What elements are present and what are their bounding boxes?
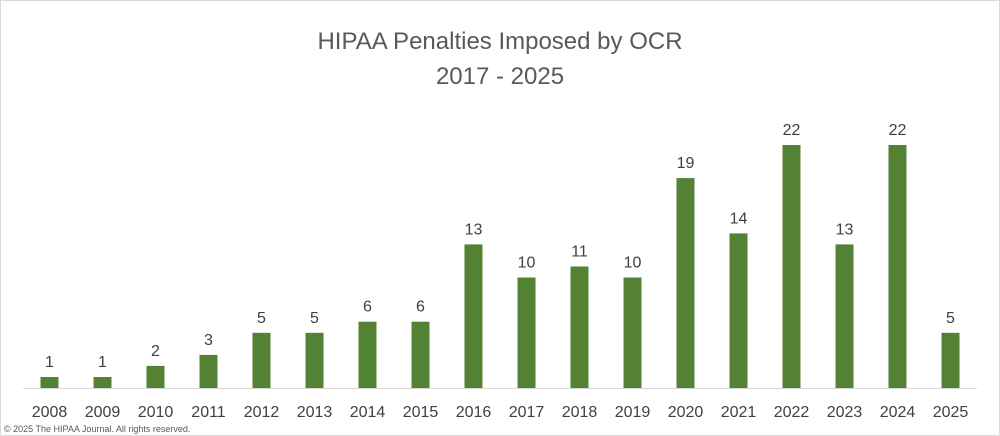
x-tick-label-2025: 2025 [933, 404, 969, 421]
x-tick-label-2019: 2019 [615, 404, 651, 421]
bar-2009 [93, 377, 112, 388]
x-tick-label-2011: 2011 [191, 404, 226, 421]
chart-title: HIPAA Penalties Imposed by OCR [317, 28, 682, 55]
data-label-2019: 10 [624, 255, 642, 272]
bar-2018 [570, 266, 589, 388]
bar-2019 [623, 277, 642, 388]
x-tick-label-2024: 2024 [880, 404, 916, 421]
bar-2023 [835, 244, 854, 388]
bar-2024 [888, 145, 907, 388]
x-tick-label-2023: 2023 [827, 404, 863, 421]
x-tick-label-2009: 2009 [85, 404, 121, 421]
x-tick-label-2022: 2022 [774, 404, 810, 421]
data-label-2016: 13 [465, 221, 483, 238]
bar-2010 [146, 365, 165, 388]
data-label-2011: 3 [204, 332, 213, 349]
bar-2016 [464, 244, 483, 388]
x-tick-label-2014: 2014 [350, 404, 386, 421]
data-label-2008: 1 [45, 354, 54, 371]
x-tick-labels-group: 2008 2009 2010 2011 2012 2013 2014 2015 2016 2017… [32, 404, 969, 421]
copyright-notice: © 2025 The HIPAA Journal. All rights res… [4, 424, 191, 434]
x-tick-label-2021: 2021 [721, 404, 757, 421]
data-label-2024: 22 [889, 122, 907, 139]
bar-2015 [411, 321, 430, 388]
bar-2020 [676, 178, 695, 388]
x-tick-label-2013: 2013 [297, 404, 333, 421]
bars-group [40, 145, 960, 388]
data-label-2010: 2 [151, 343, 160, 360]
bar-2014 [358, 321, 377, 388]
data-label-2023: 13 [836, 221, 854, 238]
bar-2017 [517, 277, 536, 388]
x-tick-label-2008: 2008 [32, 404, 68, 421]
data-label-2014: 6 [363, 299, 372, 316]
bar-2021 [729, 233, 748, 388]
x-tick-label-2015: 2015 [403, 404, 439, 421]
data-label-2018: 11 [571, 244, 588, 261]
bar-2022 [782, 145, 801, 388]
bar-2025 [941, 332, 960, 388]
data-label-2015: 6 [416, 299, 425, 316]
data-label-2009: 1 [98, 354, 107, 371]
x-tick-label-2016: 2016 [456, 404, 492, 421]
x-tick-label-2020: 2020 [668, 404, 704, 421]
x-tick-label-2018: 2018 [562, 404, 598, 421]
bar-2011 [199, 354, 218, 388]
data-label-2022: 22 [783, 122, 801, 139]
data-label-2020: 19 [677, 155, 695, 172]
data-label-2021: 14 [730, 210, 748, 227]
chart-subtitle: 2017 - 2025 [436, 63, 564, 90]
data-label-2017: 10 [518, 255, 536, 272]
bar-2012 [252, 332, 271, 388]
x-tick-label-2010: 2010 [138, 404, 174, 421]
x-tick-label-2012: 2012 [244, 404, 280, 421]
data-label-2013: 5 [310, 310, 319, 327]
bar-2008 [40, 377, 59, 388]
x-tick-label-2017: 2017 [509, 404, 545, 421]
data-label-2012: 5 [257, 310, 266, 327]
bar-2013 [305, 332, 324, 388]
data-label-2025: 5 [946, 310, 955, 327]
